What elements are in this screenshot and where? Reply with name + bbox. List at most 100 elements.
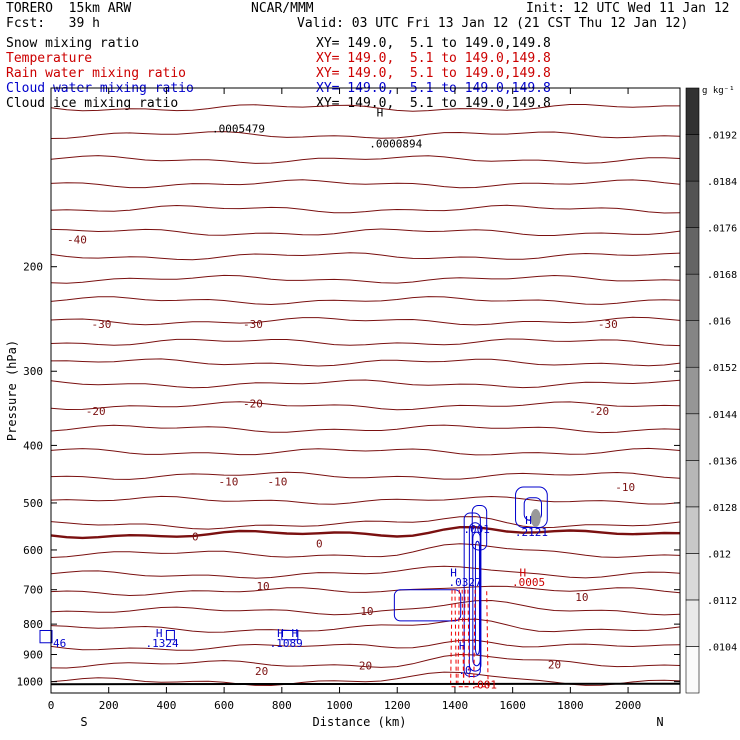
field-annotation: H <box>459 640 466 653</box>
y-tick-label: 300 <box>23 365 43 378</box>
y-tick-label: 900 <box>23 648 43 661</box>
field-xy-rain: XY= 149.0, 5.1 to 149.0,149.8 <box>316 66 551 81</box>
y-tick-label: 1000 <box>17 676 44 689</box>
isotherm-line <box>50 338 681 347</box>
isotherm-line <box>50 296 681 306</box>
x-tick-label: 1400 <box>442 699 469 712</box>
colorbar-swatch <box>685 134 700 182</box>
y-tick-label: 800 <box>23 618 43 631</box>
y-tick-label: 600 <box>23 544 43 557</box>
colorbar-level-label: .0176 <box>707 224 737 235</box>
colorbar-level-label: .0168 <box>707 270 737 281</box>
colorbar-swatch <box>685 413 700 461</box>
x-tick-label: 400 <box>156 699 176 712</box>
field-annotation: .2121 <box>515 526 548 539</box>
y-tick-label: 500 <box>23 497 43 510</box>
isotherm-line <box>50 495 681 505</box>
colorbar-level-label: .0192 <box>707 131 737 142</box>
endpoint-right-label: N <box>656 715 663 729</box>
field-xy-cloud-ice: XY= 149.0, 5.1 to 149.0,149.8 <box>316 96 551 111</box>
x-tick-label: 1600 <box>499 699 526 712</box>
endpoint-left-label: S <box>80 715 87 729</box>
isotherm-line <box>50 471 681 480</box>
cloud-water-contour <box>281 629 299 641</box>
temperature-contour-label: 0 <box>316 537 323 550</box>
x-tick-label: 1000 <box>326 699 353 712</box>
isotherm-line <box>50 401 681 411</box>
isotherm-line <box>50 104 680 112</box>
label-layer: -40 -30 -30 -30 -20 -20 -20 -10 -10 -10 0 0 10 10 10 20… <box>53 107 635 692</box>
colorbar-level-label: .0112 <box>707 596 737 607</box>
cloud-water-contour <box>471 505 488 551</box>
temperature-contour-label: -40 <box>67 234 87 247</box>
isotherm-line <box>50 204 681 214</box>
isotherm-line <box>50 228 681 236</box>
isotherm-line <box>50 379 681 389</box>
colorbar-swatch <box>685 180 700 228</box>
colorbar-level-label: .0128 <box>707 503 737 514</box>
field-name-snow: Snow mixing ratio <box>6 36 140 51</box>
isotherm-line <box>50 179 681 189</box>
colorbar-level-label: .0144 <box>707 410 737 421</box>
model-title: TORERO 15km ARW <box>6 1 132 16</box>
y-tick-label: 200 <box>23 261 43 274</box>
field-annotation: .0005 <box>512 576 545 589</box>
x-tick-label: 800 <box>272 699 292 712</box>
field-annotation: .1324 <box>146 637 179 650</box>
y-tick-label: 400 <box>23 439 43 452</box>
isotherm-line <box>50 526 681 540</box>
temperature-contour-label: -10 <box>219 475 239 488</box>
colorbar-swatch <box>685 273 700 321</box>
isotherm-line <box>50 252 681 261</box>
field-annotation: H <box>156 627 163 640</box>
valid-time: Valid: 03 UTC Fri 13 Jan 12 (21 CST Thu … <box>297 16 689 31</box>
y-axis-title: Pressure (hPa) <box>5 340 19 441</box>
field-annotation: .001 <box>463 523 490 536</box>
colorbar-level-label: .0136 <box>707 456 737 467</box>
contour-layer <box>39 104 681 688</box>
field-annotation: H <box>291 627 298 640</box>
temperature-contour-label: 20 <box>548 658 561 671</box>
temperature-contour-label: 0 <box>192 531 199 544</box>
field-name-rain: Rain water mixing ratio <box>6 66 187 81</box>
isotherm-line <box>50 543 681 558</box>
cloud-water-contour <box>468 522 482 672</box>
temperature-contour-label: -10 <box>615 481 635 494</box>
x-tick-label: 1800 <box>557 699 584 712</box>
plot-frame <box>50 87 681 694</box>
colorbar-swatch <box>685 87 700 135</box>
colorbar: .0104 .0112 .012 .0128 .0136 .0144 .0152 .016 .0… <box>685 86 737 694</box>
x-tick-label: 1200 <box>384 699 411 712</box>
field-xy-snow: XY= 149.0, 5.1 to 149.0,149.8 <box>316 36 551 51</box>
rain-water-contour <box>457 589 465 688</box>
forecast-hour: Fcst: 39 h <box>6 16 100 31</box>
temperature-contour-label: 10 <box>575 591 588 604</box>
isotherm-line <box>50 516 681 530</box>
colorbar-level-label: .0104 <box>707 642 737 653</box>
cloud-water-contour <box>474 540 480 655</box>
colorbar-unit-label: g kg⁻¹ <box>702 86 735 96</box>
x-tick-label: 0 <box>48 699 55 712</box>
temperature-contour-label: -10 <box>268 475 288 488</box>
field-name-temperature: Temperature <box>6 51 93 66</box>
field-annotation: H <box>525 514 532 527</box>
isotherm-line <box>50 131 681 139</box>
isotherm-line <box>50 358 681 367</box>
isotherm-line <box>50 274 681 284</box>
isotherm-line <box>50 639 681 651</box>
snow-shading <box>530 508 541 527</box>
field-annotation: H <box>450 567 457 580</box>
field-annotation: .0327 <box>448 576 481 589</box>
colorbar-level-label: .012 <box>707 549 731 560</box>
cloud-water-contour <box>393 589 462 622</box>
rain-water-contour <box>450 589 457 688</box>
colorbar-level-label: .0152 <box>707 363 737 374</box>
isotherm-line <box>50 424 681 434</box>
isotherm-line <box>50 599 681 616</box>
field-annotation: .1089 <box>270 637 303 650</box>
isotherm-line <box>50 653 681 669</box>
cloud-water-contour <box>39 629 53 644</box>
field-annotation: H <box>519 567 526 580</box>
init-time: Init: 12 UTC Wed 11 Jan 12 <box>526 1 730 16</box>
